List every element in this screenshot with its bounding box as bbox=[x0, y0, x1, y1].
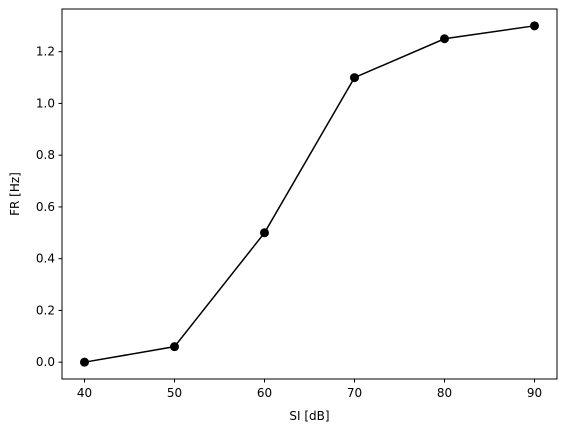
y-tick-label: 0.8 bbox=[36, 148, 55, 162]
data-point bbox=[440, 34, 449, 44]
data-line bbox=[84, 25, 535, 363]
x-tick-label: 50 bbox=[167, 386, 182, 400]
data-point bbox=[530, 21, 539, 31]
x-tick-label: 90 bbox=[527, 386, 542, 400]
data-point bbox=[350, 73, 359, 83]
x-tick-label: 80 bbox=[437, 386, 452, 400]
axes-frame bbox=[61, 8, 558, 380]
y-tick-label: 0.0 bbox=[36, 355, 55, 369]
data-point bbox=[80, 357, 89, 367]
data-point bbox=[260, 228, 269, 238]
data-point bbox=[170, 342, 179, 352]
y-tick-label: 0.2 bbox=[36, 303, 55, 317]
x-tick-label: 40 bbox=[77, 386, 92, 400]
y-axis-label: FR [Hz] bbox=[8, 172, 22, 216]
x-tick-label: 60 bbox=[257, 386, 272, 400]
y-tick-label: 0.6 bbox=[36, 200, 55, 214]
x-axis-label: SI [dB] bbox=[289, 409, 329, 423]
y-tick-label: 1.2 bbox=[36, 45, 55, 59]
y-tick-label: 1.0 bbox=[36, 96, 55, 110]
y-tick-label: 0.4 bbox=[36, 252, 55, 266]
x-tick-label: 70 bbox=[347, 386, 362, 400]
